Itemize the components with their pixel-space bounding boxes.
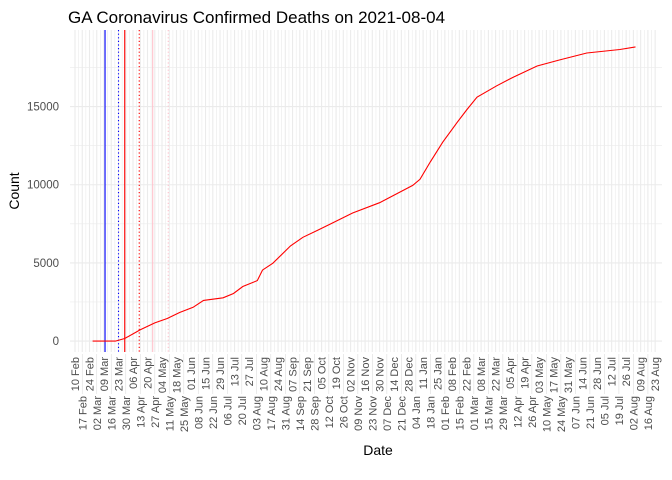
x-tick-label: 26 Oct: [338, 396, 350, 428]
x-tick-label: 21 Jun: [585, 396, 597, 429]
x-tick-label: 29 Mar: [498, 396, 510, 431]
y-tick-label: 10000: [27, 180, 59, 192]
x-tick-label: 04 May: [157, 357, 169, 394]
x-tick-label: 23 Nov: [367, 396, 379, 431]
x-tick-label: 25 Jan: [433, 357, 445, 390]
x-tick-label: 16 Mar: [106, 396, 118, 431]
x-tick-label: 01 Jun: [186, 357, 198, 390]
x-tick-label: 13 Apr: [135, 396, 147, 428]
x-tick-label: 26 Jul: [621, 357, 633, 386]
x-tick-label: 14 Dec: [389, 357, 401, 392]
x-tick-label: 18 May: [172, 357, 184, 394]
x-tick-label: 05 Jul: [599, 396, 611, 425]
x-tick-label: 18 Jan: [425, 396, 437, 429]
x-tick-label: 14 Jun: [578, 357, 590, 390]
x-tick-label: 22 Mar: [491, 357, 503, 392]
x-tick-label: 03 Aug: [251, 396, 263, 430]
y-tick-label: 15000: [27, 102, 59, 114]
x-tick-label: 09 Aug: [636, 357, 648, 391]
x-tick-label: 24 Aug: [273, 357, 285, 391]
x-tick-label: 22 Feb: [462, 357, 474, 391]
series-line: [92, 46, 636, 342]
x-tick-label: 07 Sep: [288, 357, 300, 392]
x-tick-label: 23 Mar: [114, 357, 126, 392]
reference-lines: [104, 30, 169, 352]
x-tick-label: 05 Oct: [317, 357, 329, 389]
x-tick-label: 15 Mar: [483, 396, 495, 431]
x-tick-label: 28 Sep: [309, 396, 321, 431]
x-tick-label: 24 Feb: [85, 357, 97, 391]
y-axis-title: Count: [6, 172, 22, 209]
x-tick-label: 02 Aug: [628, 396, 640, 430]
x-tick-label: 08 Feb: [447, 357, 459, 391]
x-tick-label: 24 May: [556, 396, 568, 433]
x-tick-label: 26 Apr: [527, 396, 539, 428]
x-tick-label: 21 Sep: [302, 357, 314, 392]
x-tick-label: 10 Aug: [259, 357, 271, 391]
x-tick-label: 05 Apr: [505, 357, 517, 389]
x-tick-label: 12 Oct: [324, 396, 336, 428]
x-tick-label: 09 Nov: [353, 396, 365, 431]
x-tick-label: 30 Nov: [375, 357, 387, 392]
x-tick-label: 21 Dec: [396, 396, 408, 431]
x-axis-title: Date: [363, 442, 393, 458]
x-tick-label: 15 Feb: [454, 396, 466, 430]
x-tick-label: 12 Jul: [607, 357, 619, 386]
x-tick-label: 14 Sep: [295, 396, 307, 431]
x-tick-label: 19 Apr: [520, 357, 532, 389]
x-tick-label: 15 Jun: [201, 357, 213, 390]
x-tick-label: 01 Feb: [440, 396, 452, 430]
x-tick-label: 10 Feb: [70, 357, 82, 391]
x-tick-label: 08 Jun: [193, 396, 205, 429]
x-tick-label: 25 May: [179, 396, 191, 433]
x-tick-label: 09 Mar: [99, 357, 111, 392]
x-tick-label: 04 Jan: [411, 396, 423, 429]
x-tick-label: 07 Jun: [570, 396, 582, 429]
grid: [70, 30, 662, 352]
x-axis: 10 Feb 17 Feb 24 Feb 02 Mar 09 Mar 16 Mar 23 M…: [70, 354, 662, 432]
x-tick-label: 17 Aug: [266, 396, 278, 430]
x-tick-label: 16 Aug: [643, 396, 655, 430]
y-axis: 0 5000 10000 15000: [27, 102, 59, 348]
x-tick-label: 02 Mar: [92, 396, 104, 431]
x-tick-label: 28 Jun: [592, 357, 604, 390]
chart-title: GA Coronavirus Confirmed Deaths on 2021-…: [68, 8, 445, 27]
x-tick-label: 17 Feb: [77, 396, 89, 430]
x-tick-label: 07 Dec: [382, 396, 394, 431]
x-tick-label: 27 Jul: [244, 357, 256, 386]
x-tick-label: 17 May: [549, 357, 561, 394]
x-tick-label: 11 May: [164, 396, 176, 432]
x-tick-label: 10 May: [541, 396, 553, 433]
x-tick-label: 02 Nov: [346, 357, 358, 392]
x-tick-label: 03 May: [534, 357, 546, 394]
x-tick-label: 06 Apr: [128, 357, 140, 389]
x-tick-label: 19 Oct: [331, 357, 343, 389]
y-tick-label: 5000: [33, 258, 59, 270]
x-tick-label: 01 Mar: [469, 396, 481, 431]
x-tick-label: 27 Apr: [150, 396, 162, 428]
x-tick-label: 30 Mar: [121, 396, 133, 431]
x-tick-label: 29 Jun: [215, 357, 227, 390]
x-tick-label: 31 May: [563, 357, 575, 394]
x-tick-label: 13 Jul: [230, 357, 242, 386]
y-tick-label: 0: [53, 336, 59, 348]
x-tick-label: 12 Apr: [512, 396, 524, 428]
x-tick-label: 11 Jan: [418, 357, 430, 389]
x-tick-label: 22 Jun: [208, 396, 220, 429]
x-tick-label: 28 Dec: [404, 357, 416, 392]
x-tick-label: 16 Nov: [360, 357, 372, 392]
x-tick-label: 19 Jul: [614, 396, 626, 425]
x-tick-label: 31 Aug: [280, 396, 292, 430]
series: [92, 46, 636, 342]
x-tick-label: 20 Apr: [143, 357, 155, 389]
x-tick-label: 23 Aug: [650, 357, 662, 391]
x-tick-label: 06 Jul: [222, 396, 234, 425]
x-tick-label: 20 Jul: [237, 396, 249, 425]
x-tick-label: 08 Mar: [476, 357, 488, 392]
